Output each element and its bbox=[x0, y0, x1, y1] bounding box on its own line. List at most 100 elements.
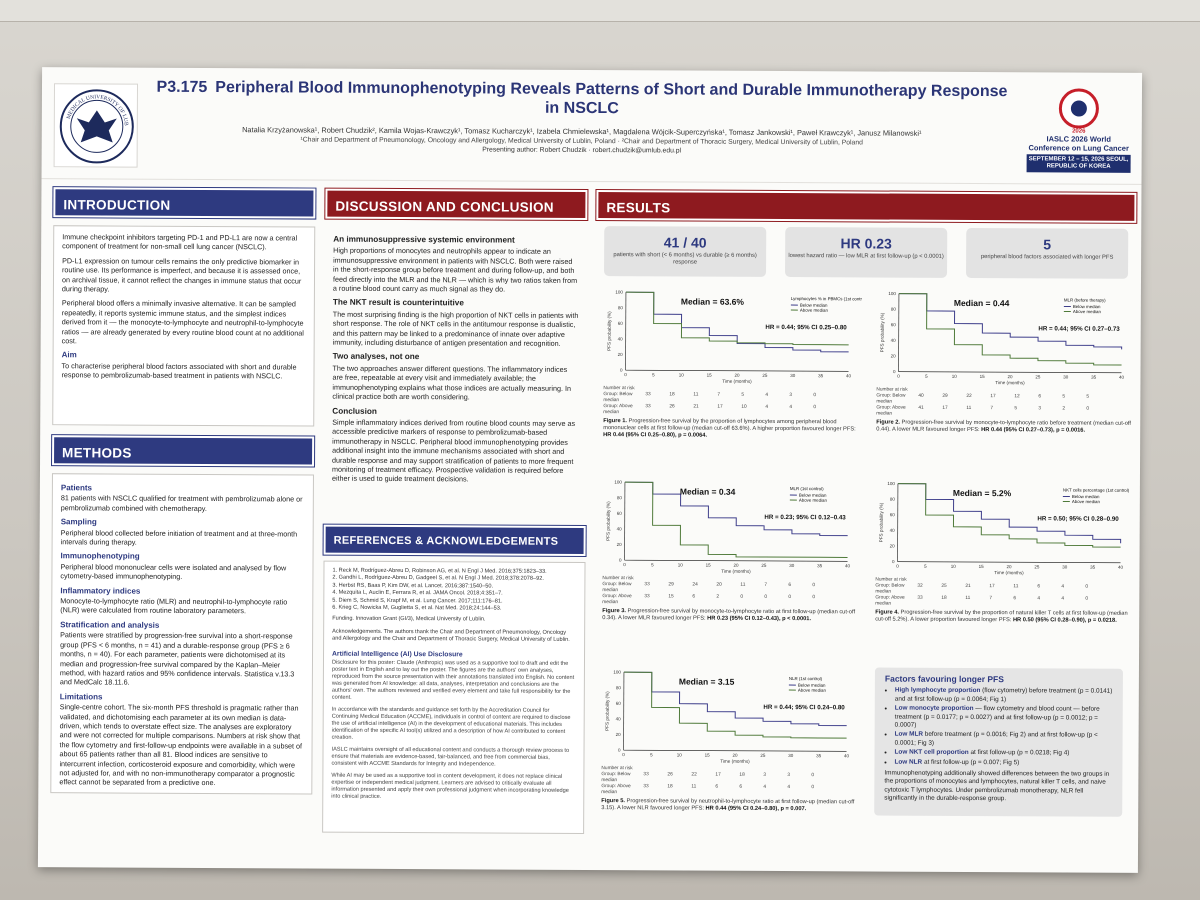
risk-count: 41 bbox=[918, 405, 924, 411]
risk-count: 0 bbox=[764, 594, 768, 600]
legend-label: Above median bbox=[798, 688, 827, 693]
risk-count: 33 bbox=[643, 772, 649, 778]
risk-count: 18 bbox=[669, 392, 675, 398]
y-tick-label: 80 bbox=[618, 305, 624, 310]
risk-group: Group: Above median bbox=[601, 784, 631, 796]
x-tick-label: 10 bbox=[952, 374, 958, 379]
factor-name: High lymphocyte proportion bbox=[894, 687, 981, 695]
results-heading: RESULTS bbox=[596, 190, 1137, 223]
risk-count: 18 bbox=[739, 772, 745, 778]
risk-count: 0 bbox=[1085, 596, 1089, 602]
y-tick-label: 60 bbox=[618, 321, 624, 326]
y-tick-label: 80 bbox=[890, 497, 896, 502]
x-axis bbox=[898, 371, 1122, 374]
figure-5: 0 20 40 60 80 100 0 5 10 15 20 25 30 35 40 Time (months… bbox=[601, 666, 860, 814]
y-tick-label: 100 bbox=[887, 481, 895, 486]
risk-group: Group: Above median bbox=[876, 405, 906, 417]
y-tick-label: 60 bbox=[891, 322, 897, 327]
figure-caption: Figure 5. Progression-free survival by n… bbox=[601, 798, 859, 814]
x-tick-label: 30 bbox=[1062, 564, 1068, 569]
risk-count: 17 bbox=[715, 772, 721, 778]
km-plot: 0 20 40 60 80 100 0 5 10 15 20 25 30 35 40 Time (months… bbox=[880, 291, 1125, 385]
figure-caption: Figure 4. Progression-free survival by t… bbox=[875, 609, 1133, 625]
y-tick-label: 20 bbox=[891, 353, 897, 358]
km-plot: 0 20 40 60 80 100 0 5 10 15 20 25 30 35 40 Time (months… bbox=[606, 480, 851, 574]
km-curve bbox=[625, 291, 849, 346]
legend-title: Lymphocytes % in PBMCs (1st control) bbox=[791, 296, 862, 301]
conference-logo: 2026 IASLC 2026 World Conference on Lung… bbox=[1026, 88, 1131, 175]
km-plot: 0 20 40 60 80 100 0 5 10 15 20 25 30 35 40 Time (months… bbox=[605, 670, 850, 764]
figure-1: 0 20 40 60 80 100 0 5 10 15 20 25 30 35 40 Time (months… bbox=[603, 286, 862, 441]
disc-text-3: The two approaches answer different ques… bbox=[332, 363, 571, 402]
risk-count: 11 bbox=[693, 392, 699, 398]
risk-count: 17 bbox=[717, 404, 723, 410]
kpi-label: peripheral blood factors associated with… bbox=[980, 254, 1114, 261]
y-tick-label: 20 bbox=[618, 352, 624, 357]
risk-row: Group: Above median 41 17 11 7 5 3 2 0 bbox=[876, 405, 1134, 418]
x-tick-label: 0 bbox=[897, 374, 900, 379]
legend-label: Below median bbox=[800, 303, 828, 308]
patients-title: Patients bbox=[60, 483, 93, 493]
x-tick-label: 5 bbox=[652, 372, 655, 377]
factor-item: Low monocyte proportion — flow cytometry… bbox=[895, 705, 1113, 731]
x-tick-label: 30 bbox=[1063, 374, 1069, 379]
y-tick-label: 0 bbox=[620, 368, 623, 373]
x-tick-label: 15 bbox=[705, 753, 711, 758]
disc-title-3: Two analyses, not one bbox=[332, 352, 420, 362]
km-curve bbox=[898, 293, 1122, 366]
risk-count: 21 bbox=[693, 404, 699, 410]
x-tick-label: 0 bbox=[623, 562, 626, 567]
y-axis-label: PFS probability (%) bbox=[879, 502, 884, 542]
factor-name: Low NLR bbox=[894, 758, 923, 766]
poster-number: P3.175 bbox=[156, 78, 208, 96]
disc-text-1: High proportions of monocytes and neutro… bbox=[332, 246, 578, 294]
disc-title-1: An immunosuppressive systemic environmen… bbox=[333, 234, 515, 245]
risk-count: 0 bbox=[740, 594, 744, 600]
x-tick-label: 10 bbox=[951, 564, 957, 569]
y-tick-label: 100 bbox=[614, 480, 622, 485]
x-tick-label: 30 bbox=[788, 753, 794, 758]
intro-p1: Immune checkpoint inhibitors targeting P… bbox=[62, 232, 298, 252]
risk-count: 0 bbox=[813, 393, 817, 399]
risk-count: 4 bbox=[763, 784, 767, 790]
ai-title: Artificial Intelligence (AI) Use Disclos… bbox=[332, 650, 463, 658]
factor-name: Low MLR bbox=[894, 731, 924, 739]
figure-2: 0 20 40 60 80 100 0 5 10 15 20 25 30 35 40 Time (months… bbox=[876, 288, 1135, 436]
x-tick-label: 5 bbox=[924, 564, 927, 569]
median-label: Median = 0.34 bbox=[680, 486, 736, 496]
median-label: Median = 5.2% bbox=[953, 488, 1012, 498]
risk-count: 33 bbox=[644, 594, 650, 600]
y-tick-label: 60 bbox=[617, 511, 623, 516]
x-tick-label: 25 bbox=[1035, 374, 1041, 379]
factor-name: Low monocyte proportion bbox=[894, 704, 974, 713]
y-tick-label: 100 bbox=[888, 291, 896, 296]
risk-count: 4 bbox=[789, 405, 793, 411]
sampling-title: Sampling bbox=[60, 517, 97, 527]
legend-label: Above median bbox=[799, 498, 828, 503]
risk-count: 11 bbox=[966, 405, 972, 411]
risk-count: 7 bbox=[717, 392, 721, 398]
risk-count: 40 bbox=[918, 393, 924, 399]
y-tick-label: 60 bbox=[616, 701, 622, 706]
y-axis-label: PFS probability (%) bbox=[607, 311, 612, 351]
intro-p2: PD-L1 expression on tumour cells remains… bbox=[61, 256, 302, 294]
factor-name: Low NKT cell proportion bbox=[894, 748, 969, 757]
indices-text: Monocyte-to-lymphocyte ratio (MLR) and n… bbox=[60, 596, 288, 616]
hazard-ratio-label: HR = 0.44; 95% CI 0.25–0.80 bbox=[765, 324, 847, 331]
risk-count: 0 bbox=[788, 595, 792, 601]
column-left: INTRODUCTION Immune checkpoint inhibitor… bbox=[50, 187, 316, 795]
legend-title: NKT cells percentage (1st control) bbox=[1063, 487, 1130, 492]
risk-count: 7 bbox=[989, 596, 993, 602]
x-axis bbox=[623, 749, 847, 752]
risk-count: 6 bbox=[715, 784, 719, 790]
strat-title: Stratification and analysis bbox=[60, 620, 160, 630]
risk-count: 29 bbox=[942, 393, 948, 399]
risk-count: 3 bbox=[1038, 406, 1042, 412]
methods-box: Patients 81 patients with NSCLC qualifie… bbox=[50, 473, 314, 795]
conference-date: SEPTEMBER 12 – 15, 2026 SEOUL, REPUBLIC … bbox=[1026, 154, 1131, 173]
kpi-card-3: 5 peripheral blood factors associated wi… bbox=[966, 227, 1129, 279]
caption-stats: HR 0.23 (95% CI 0.12–0.43), p < 0.0001. bbox=[707, 615, 812, 623]
factor-item: Low MLR before treatment (p = 0.0016; Fi… bbox=[895, 731, 1113, 749]
kpi-value: 5 bbox=[1043, 236, 1052, 253]
immuno-title: Immunophenotyping bbox=[60, 551, 140, 562]
